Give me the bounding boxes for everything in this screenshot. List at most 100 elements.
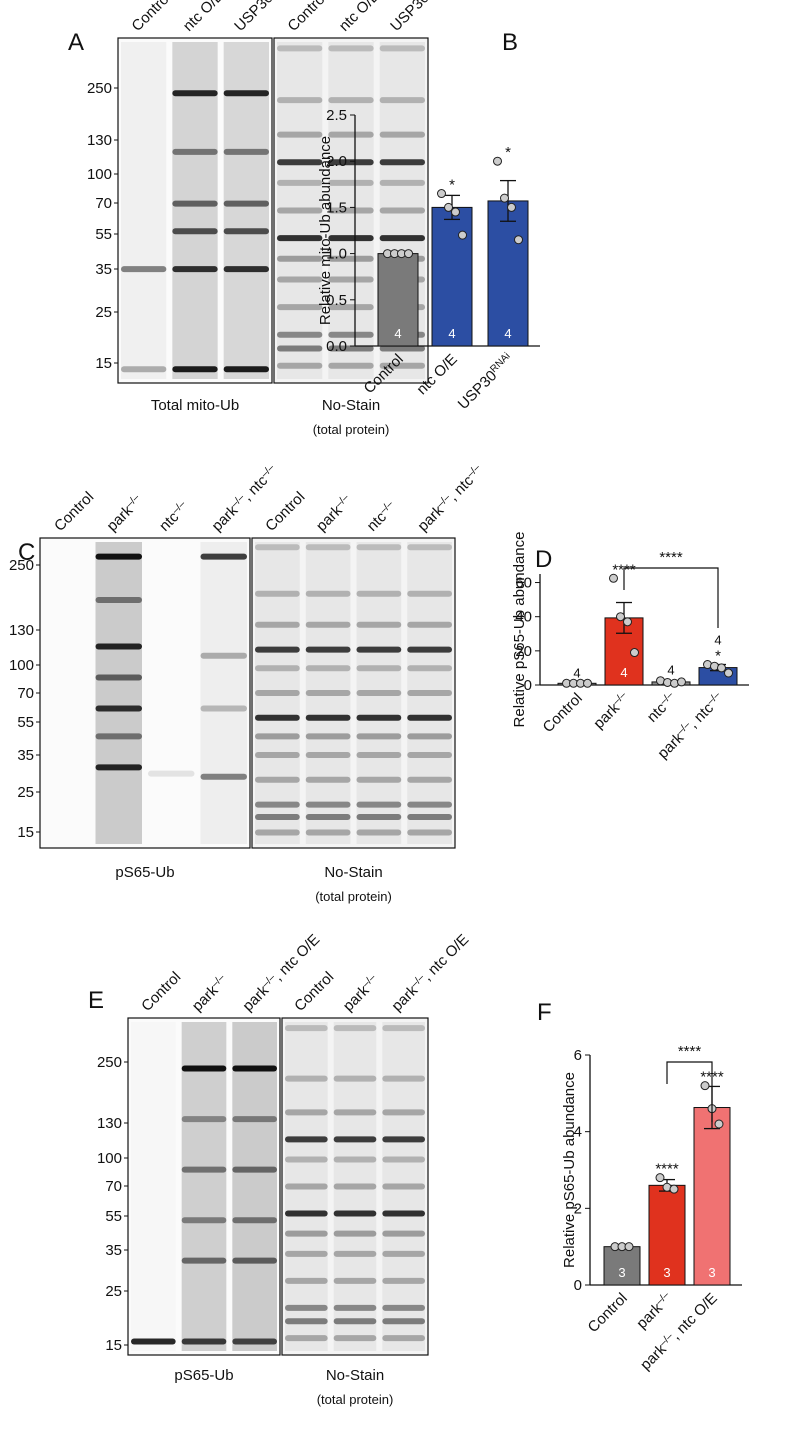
band	[232, 1116, 277, 1123]
lane-label: park–/–	[339, 972, 382, 1015]
band	[356, 776, 402, 783]
n-label: 3	[618, 1265, 625, 1280]
band	[200, 705, 247, 712]
band	[255, 544, 300, 551]
band	[382, 1210, 425, 1217]
marker-label: 55	[17, 714, 34, 731]
lane-smear	[223, 42, 269, 379]
band	[277, 345, 323, 352]
significance: *	[505, 144, 511, 161]
band	[200, 652, 247, 659]
marker-label: 25	[105, 1283, 122, 1300]
lane-smear	[305, 542, 351, 844]
marker-label: 55	[105, 1208, 122, 1225]
lane-label: USP30RNAi	[387, 0, 449, 35]
band	[172, 266, 218, 273]
lane-label: ntc–/–	[363, 498, 400, 535]
n-label: 4	[504, 326, 511, 341]
band	[277, 255, 323, 262]
marker-label: 70	[95, 195, 112, 212]
panel-letter: C	[18, 539, 35, 566]
band	[305, 733, 351, 740]
lane-smear	[200, 542, 247, 844]
band	[277, 304, 323, 311]
data-point	[677, 677, 686, 687]
y-tick-label: 2	[574, 1200, 582, 1217]
band	[232, 1166, 277, 1173]
label-part: Control	[51, 489, 97, 535]
label-part: USP30	[455, 367, 501, 413]
bar	[487, 200, 529, 347]
blot-right	[281, 1017, 429, 1356]
band	[379, 97, 425, 104]
band	[285, 1025, 328, 1032]
band	[305, 646, 351, 653]
n-label: 4	[448, 326, 455, 341]
lane-label: park–/–, ntc O/E	[388, 931, 472, 1015]
band	[407, 590, 452, 597]
band	[305, 829, 351, 836]
band	[379, 345, 425, 352]
band	[285, 1318, 328, 1325]
band	[131, 1338, 176, 1345]
band	[328, 362, 374, 369]
x-tick-label: Control	[585, 1290, 631, 1336]
n-label: 4	[573, 665, 580, 680]
band	[255, 646, 300, 653]
y-axis-label: Relative pS65-Ub abundance	[511, 532, 528, 728]
band	[382, 1183, 425, 1190]
y-tick-label: 0.5	[326, 292, 347, 309]
band	[328, 97, 374, 104]
band	[255, 690, 300, 696]
caption: (total protein)	[313, 422, 390, 437]
band	[328, 255, 374, 262]
marker-label: 100	[87, 166, 112, 183]
band	[277, 179, 323, 186]
y-tick-label: 60	[515, 575, 532, 592]
band	[121, 266, 167, 273]
label-part: , ntc O/E	[419, 931, 472, 984]
data-point	[444, 202, 453, 212]
band	[223, 228, 269, 235]
band	[407, 829, 452, 836]
label-part: Control	[291, 969, 337, 1015]
band	[333, 1156, 377, 1163]
marker-label: 55	[95, 226, 112, 243]
marker-label: 70	[17, 685, 34, 702]
bracket	[666, 1061, 713, 1122]
marker-label: 130	[87, 132, 112, 149]
bracket-label: ****	[659, 549, 683, 566]
band	[285, 1277, 328, 1284]
caption: No-Stain	[322, 397, 380, 414]
label-part: USP30	[231, 0, 277, 35]
band	[356, 544, 402, 551]
band	[407, 776, 452, 783]
data-point	[458, 230, 467, 240]
band	[95, 597, 142, 603]
label-part: Control	[262, 489, 308, 535]
bracket-label: ****	[678, 1043, 702, 1060]
marker-label: 35	[105, 1242, 122, 1259]
band	[305, 776, 351, 783]
band	[277, 362, 323, 369]
caption: No-Stain	[326, 1367, 384, 1384]
band	[356, 665, 402, 672]
band	[382, 1075, 425, 1082]
data-point	[616, 612, 625, 622]
band	[255, 733, 300, 740]
band	[95, 705, 142, 712]
lane-label: Control	[262, 489, 308, 535]
band	[285, 1109, 328, 1116]
band	[382, 1250, 425, 1257]
band	[407, 814, 452, 820]
lane-smear	[232, 1022, 277, 1351]
band	[333, 1210, 377, 1217]
band	[333, 1230, 377, 1237]
band	[407, 621, 452, 628]
n-label: 4	[714, 633, 721, 648]
x-tick-label: park–/–	[590, 689, 633, 732]
band	[382, 1304, 425, 1311]
marker-label: 250	[9, 557, 34, 574]
n-label: 4	[620, 665, 627, 680]
band	[382, 1025, 425, 1032]
